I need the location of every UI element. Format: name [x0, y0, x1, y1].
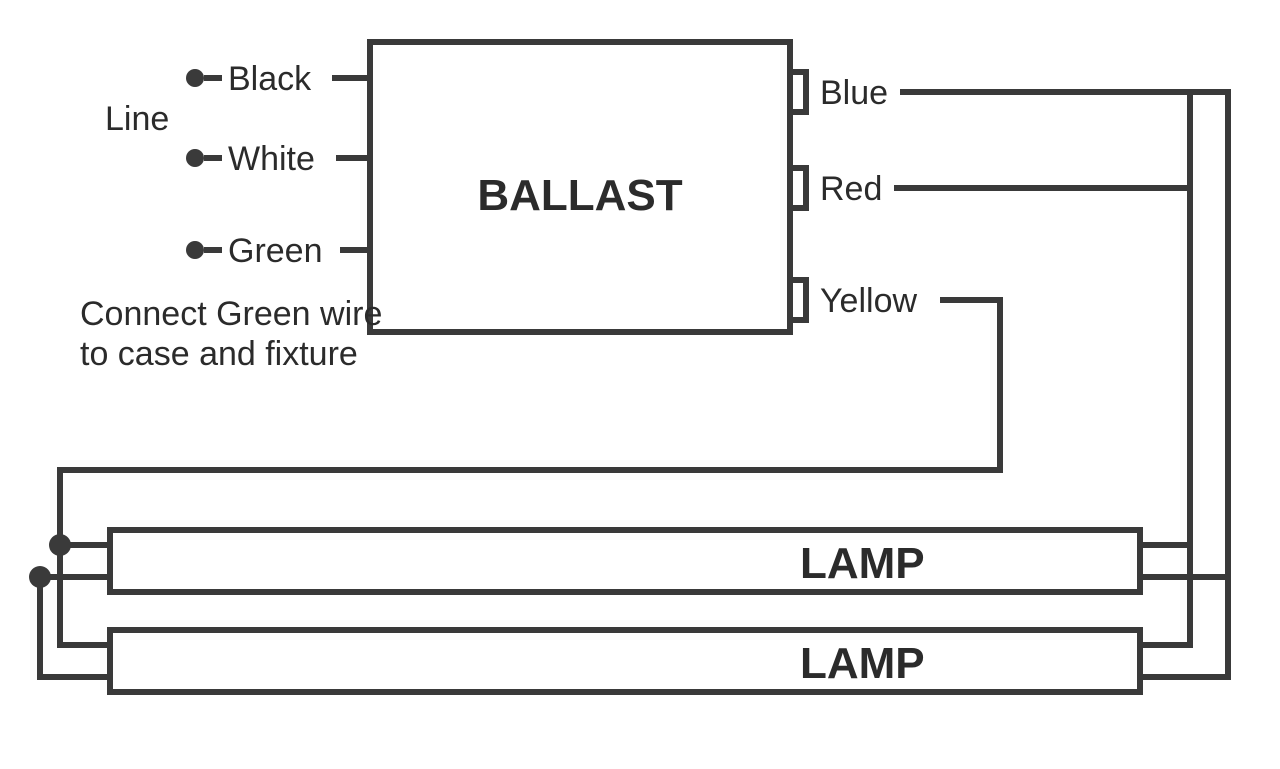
- wire-yellow-branch: [60, 545, 88, 645]
- wire-label-yellow: Yellow: [820, 282, 917, 320]
- junction-dot-2: [29, 566, 51, 588]
- wire-blue-branch1: [1162, 92, 1190, 577]
- note-line2: to case and fixture: [80, 335, 358, 373]
- wire-label-black: Black: [228, 60, 312, 98]
- wire-label-white: White: [228, 140, 315, 178]
- wire-label-green: Green: [228, 232, 323, 270]
- line-label: Line: [105, 100, 169, 138]
- ballast-wiring-diagram: BALLAST Line Black White Green Connect G…: [0, 0, 1280, 769]
- junction-dot-1: [49, 534, 71, 556]
- wire-label-blue: Blue: [820, 74, 888, 112]
- lamp2-label: LAMP: [800, 639, 925, 688]
- terminal-dot-white: [186, 149, 204, 167]
- note-line1: Connect Green wire: [80, 295, 382, 333]
- lamp1-label: LAMP: [800, 539, 925, 588]
- ballast-label: BALLAST: [477, 171, 682, 220]
- terminal-dot-green: [186, 241, 204, 259]
- wire-left-bottom-loop: [40, 577, 88, 677]
- lamp2-box: [110, 630, 1140, 692]
- terminal-dot-black: [186, 69, 204, 87]
- lamp1-box: [110, 530, 1140, 592]
- wire-label-red: Red: [820, 170, 882, 208]
